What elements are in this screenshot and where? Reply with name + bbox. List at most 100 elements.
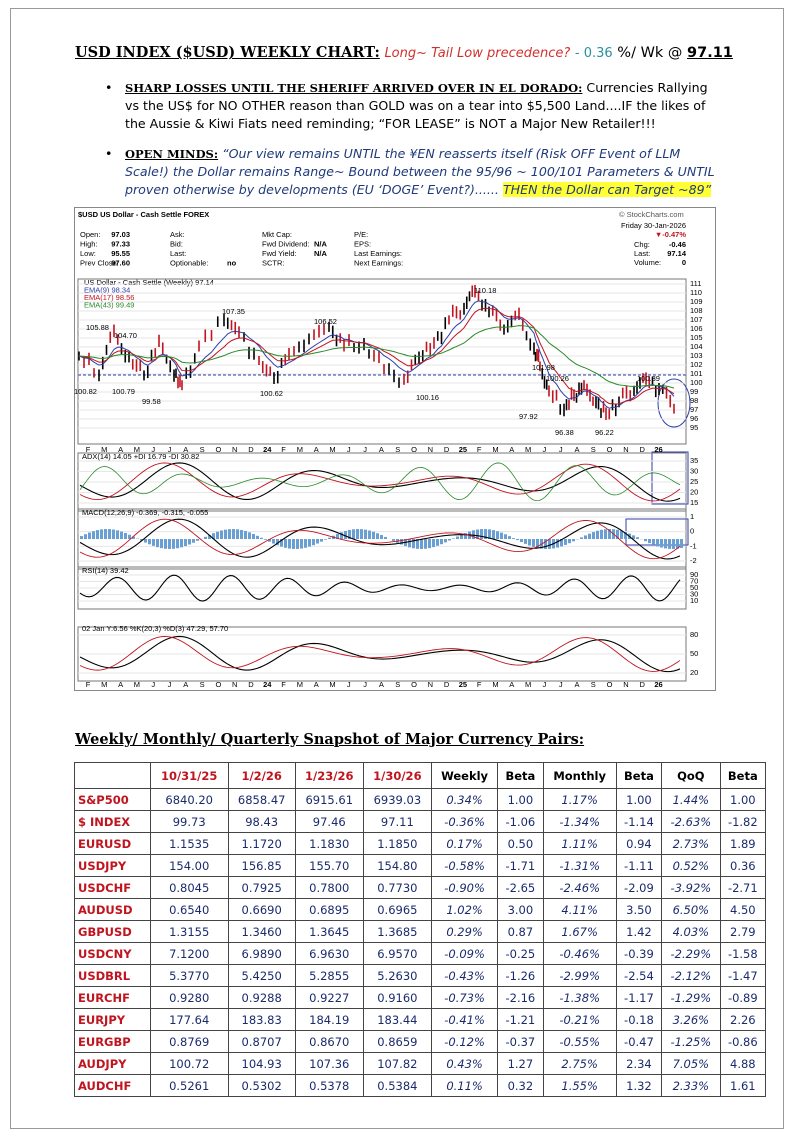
month-label: J [168, 445, 172, 454]
column-header: Beta [615, 762, 663, 789]
row-label: S&P500 [74, 788, 151, 811]
month-label: J [363, 680, 367, 689]
panel-label: RSI(14) 39.42 [82, 566, 129, 575]
cell: -2.12% [661, 964, 721, 987]
page-frame [10, 8, 784, 1129]
histogram-bar [436, 539, 439, 546]
cell: 1.3460 [227, 920, 296, 943]
cell: 1.67% [542, 920, 617, 943]
cell: 154.80 [362, 854, 432, 877]
cell: 1.11% [542, 832, 617, 855]
histogram-bar [528, 539, 531, 546]
month-label: D [444, 445, 450, 454]
stat-value: N/A [314, 249, 328, 258]
cell: 154.00 [149, 854, 229, 877]
price-label: 104.70 [114, 331, 137, 340]
annotation-box [651, 451, 689, 505]
histogram-bar [176, 539, 179, 549]
histogram-bar [384, 536, 387, 539]
stat-label: Low: [80, 249, 96, 258]
table-row: USDCNY 7.1200 6.9890 6.9630 6.9570 -0.09% -0.2… [74, 942, 767, 965]
price-label: 110.18 [474, 286, 496, 295]
y-tick-label: 15 [690, 498, 698, 507]
histogram-bar [492, 530, 495, 539]
stock-chart: $USD US Dollar - Cash Settle FOREX © Stoc… [74, 207, 716, 691]
stat-label: High: [80, 239, 98, 248]
histogram-bar [300, 539, 303, 549]
cell: -2.09 [615, 876, 663, 899]
column-header: 1/23/26 [294, 762, 364, 789]
stat-label: EPS: [354, 239, 371, 248]
histogram-bar [104, 529, 107, 539]
histogram-bar [608, 529, 611, 539]
price-label: 100.62 [260, 389, 283, 398]
month-label: J [347, 445, 351, 454]
indicator-line [79, 462, 681, 502]
cell: -0.86 [719, 1030, 767, 1053]
panel-label: ADX(14) 14.05 +DI 16.79 -DI 30.82 [82, 452, 199, 461]
price-label: 106.52 [314, 317, 337, 326]
y-tick-label: 30 [690, 466, 698, 475]
indicator-line [79, 518, 681, 560]
cell: -0.36% [430, 810, 499, 833]
histogram-bar [272, 539, 275, 544]
cell: 0.5261 [149, 1074, 229, 1097]
month-label: A [509, 445, 514, 454]
cell: 97.46 [294, 810, 364, 833]
bullet-text: “Our view remains UNTIL the ¥EN reassert… [125, 146, 715, 197]
y-tick-label: 0 [690, 527, 694, 536]
month-label: O [607, 445, 613, 454]
cell: 5.2855 [294, 964, 364, 987]
histogram-bar [420, 539, 423, 549]
indicator-panel [77, 508, 687, 570]
y-tick-label: 96 [690, 414, 698, 423]
histogram-bar [508, 536, 511, 539]
cell: 0.43% [430, 1052, 499, 1075]
month-label: N [428, 680, 433, 689]
cell: 1.00 [615, 788, 663, 811]
histogram-bar [196, 539, 199, 541]
cell: 1.02% [430, 898, 499, 921]
histogram-bar [656, 539, 659, 547]
stat-label: Fwd Yield: [262, 249, 297, 258]
cell: 1.3685 [362, 920, 432, 943]
histogram-bar [560, 539, 563, 547]
month-label: 24 [263, 445, 272, 454]
cell: -1.82 [719, 810, 767, 833]
cell: 107.36 [294, 1052, 364, 1075]
stat-value: no [227, 258, 237, 267]
histogram-bar [584, 535, 587, 539]
histogram-bar [476, 529, 479, 539]
cell: 3.26% [661, 1008, 721, 1031]
ema-line [78, 300, 675, 409]
cell: -2.63% [661, 810, 721, 833]
histogram-bar [88, 532, 91, 539]
month-label: O [411, 445, 417, 454]
month-label: S [200, 680, 205, 689]
stat-label: Prev Close: [80, 258, 119, 267]
cell: -1.31% [542, 854, 617, 877]
cell: -3.92% [661, 876, 721, 899]
histogram-bar [624, 532, 627, 539]
stat-value: 97.03 [111, 230, 130, 239]
histogram-bar [96, 530, 99, 539]
row-label: USDCNY [74, 942, 151, 965]
cell: 177.64 [149, 1008, 229, 1031]
histogram-bar [80, 536, 83, 539]
cell: 1.1720 [227, 832, 296, 855]
cell: 5.2630 [362, 964, 432, 987]
histogram-bar [276, 539, 279, 546]
month-label: J [559, 680, 563, 689]
histogram-bar [544, 539, 547, 549]
row-label: EURGBP [74, 1030, 151, 1053]
histogram-bar [164, 539, 167, 549]
price-label: 100.26 [546, 374, 569, 383]
histogram-bar [216, 531, 219, 539]
histogram-bar [376, 533, 379, 539]
y-tick-label: 35 [690, 456, 698, 465]
indicator-line [79, 636, 681, 672]
snapshot-table: 10/31/25 1/2/26 1/23/26 1/30/26 Weekly Beta Mo… [74, 762, 767, 1097]
cell: -0.25 [497, 942, 544, 965]
stat-label: Ask: [170, 230, 185, 239]
price-label: 97.92 [519, 412, 538, 421]
